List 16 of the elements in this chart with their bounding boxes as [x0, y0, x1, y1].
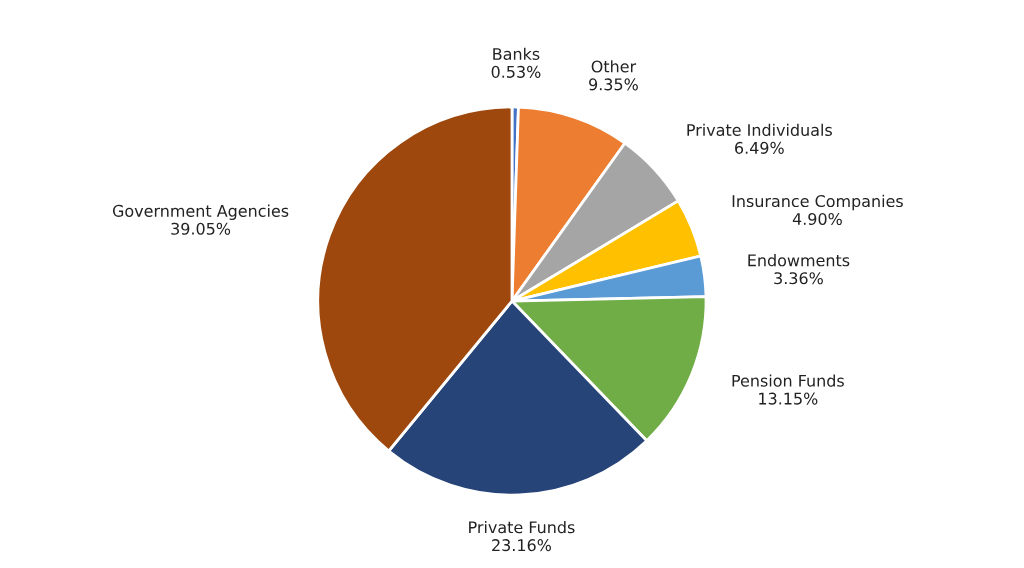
slice-label: Government Agencies	[112, 204, 289, 220]
data-label: 4.90%	[792, 212, 842, 225]
data-label: 0.53%	[491, 65, 541, 78]
data-label: 23.16%	[492, 539, 552, 552]
slice-label: Private Funds	[469, 520, 575, 534]
slice-label: Private Individuals	[687, 123, 832, 137]
data-label: 6.49%	[735, 141, 784, 154]
slice-label: Insurance Companies	[732, 194, 903, 211]
data-label: 39.05%	[171, 222, 231, 235]
data-label: 3.36%	[774, 272, 823, 285]
slice-label: Other	[591, 60, 637, 73]
data-label: 9.35%	[589, 78, 638, 91]
slice-label: Pension Funds	[732, 374, 844, 387]
slice-label: Endowments	[748, 253, 850, 267]
slice-label: Banks	[493, 47, 540, 60]
data-label: 13.15%	[759, 392, 818, 405]
